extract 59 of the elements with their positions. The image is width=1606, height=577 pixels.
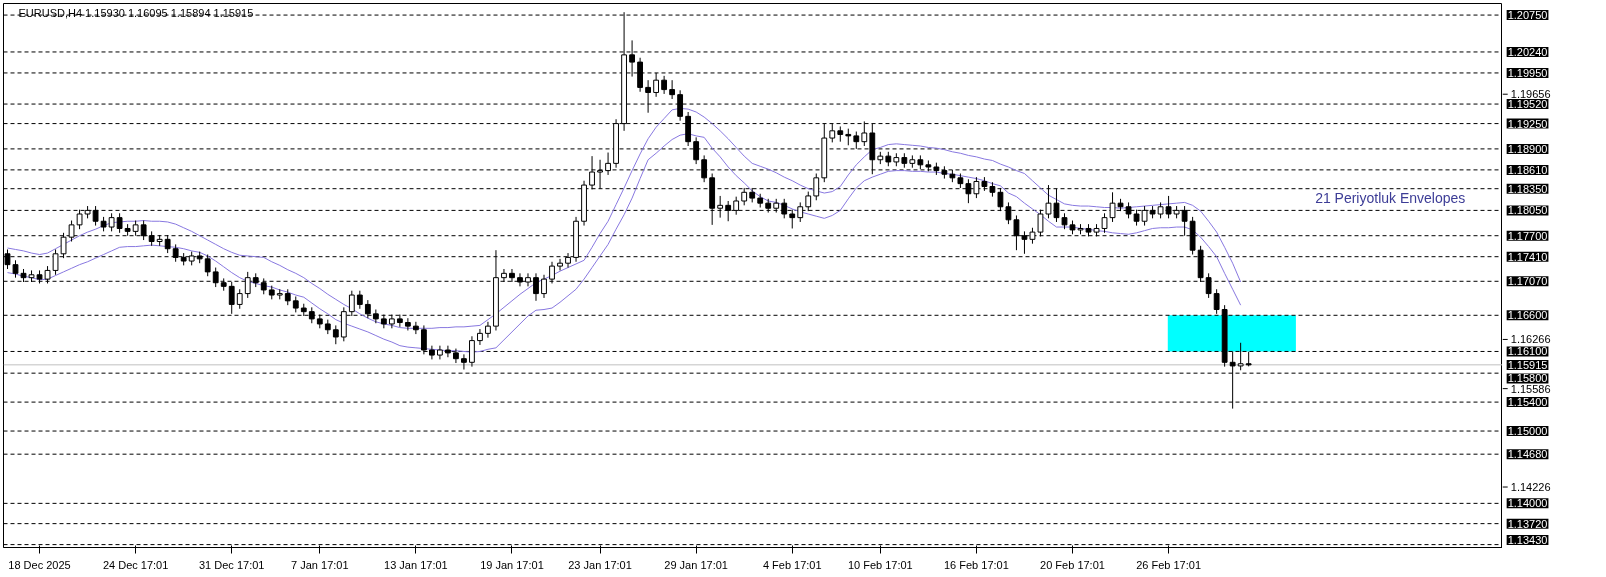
ref-line-label: 1.13720 [1507, 517, 1548, 530]
candlestick [212, 267, 219, 288]
ref-line-label: 1.16100 [1507, 345, 1548, 358]
x-tick-label: 19 Jan 17:01 [480, 558, 544, 571]
ref-line-label: 1.15000 [1507, 425, 1548, 438]
candlestick [557, 258, 563, 271]
ref-line-label: 1.17070 [1507, 275, 1548, 288]
ref-line-label: 1.17700 [1507, 229, 1548, 242]
ref-line-label: 1.18050 [1507, 204, 1548, 217]
ref-line-label: 1.19950 [1507, 66, 1548, 79]
ref-line-label: 1.15915 [1507, 358, 1548, 371]
ref-line-label: 1.19520 [1507, 98, 1548, 111]
x-tick-label: 16 Feb 17:01 [943, 558, 1009, 571]
ref-line-label: 1.16600 [1507, 309, 1548, 322]
x-tick-label: 20 Feb 17:01 [1040, 558, 1105, 571]
candlestick [605, 152, 611, 176]
ref-line-label: 1.15800 [1507, 372, 1548, 385]
ref-line-label: 1.17410 [1507, 250, 1548, 263]
ref-line-label: 1.14000 [1507, 497, 1548, 510]
y-tick-label: 1.16266 [1510, 333, 1551, 346]
x-tick-label: 13 Jan 17:01 [384, 558, 448, 571]
candlestick [412, 321, 419, 335]
candlestick [461, 353, 467, 371]
y-tick-label: 1.15586 [1510, 382, 1551, 395]
ref-line-label: 1.20240 [1507, 45, 1548, 58]
ref-line-label: 1.18900 [1507, 142, 1548, 155]
candlestick [541, 274, 547, 299]
ref-line-label: 1.14680 [1507, 448, 1548, 461]
x-tick-label: 18 Dec 2025 [8, 558, 71, 571]
y-tick-label: 1.19656 [1510, 88, 1551, 101]
y-tick-label: 1.14226 [1510, 481, 1551, 494]
candlestick [404, 317, 411, 331]
x-tick-label: 23 Jan 17:01 [568, 558, 632, 571]
candlestick [204, 254, 211, 277]
candlestick [469, 335, 475, 368]
ref-line-label: 1.13430 [1507, 534, 1548, 546]
chart-title: EURUSD,H4 1.15930 1.16095 1.15894 1.15915 [18, 6, 254, 19]
x-tick-label: 10 Feb 17:01 [847, 558, 913, 571]
x-tick-label: 26 Feb 17:01 [1136, 558, 1202, 571]
text: 21 Periyotluk Envelopes [1315, 190, 1466, 207]
ref-line-label: 1.18610 [1507, 163, 1548, 176]
candlestick [477, 328, 483, 346]
ref-line-label: 1.18350 [1507, 182, 1548, 195]
candlestick [661, 75, 668, 95]
candlestick [108, 212, 115, 232]
x-tick-label: 24 Dec 17:01 [102, 558, 169, 571]
candlestick [236, 288, 243, 310]
candlestick [1101, 212, 1108, 234]
x-tick-label: 29 Jan 17:01 [664, 558, 728, 571]
candlestick [332, 324, 339, 345]
x-tick-label: 4 Feb 17:01 [762, 558, 822, 571]
candlestick [669, 79, 676, 100]
ref-line-label: 1.19250 [1507, 117, 1548, 130]
x-tick-label: 31 Dec 17:01 [199, 558, 265, 571]
candlestick [116, 212, 123, 234]
x-tick-label: 7 Jan 17:01 [291, 558, 349, 571]
ref-line-label: 1.20750 [1507, 9, 1548, 22]
ref-line-label: 1.15400 [1507, 396, 1548, 409]
candlestick [356, 290, 363, 310]
